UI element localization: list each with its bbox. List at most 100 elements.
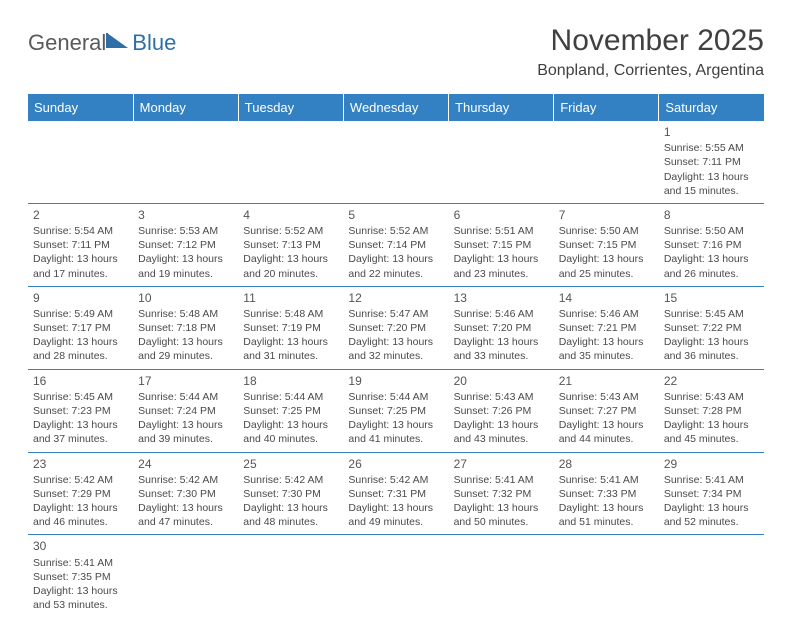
calendar-cell <box>343 121 448 203</box>
daylight-text: and 48 minutes. <box>243 515 338 529</box>
daylight-text: Daylight: 13 hours <box>33 418 128 432</box>
daylight-text: and 36 minutes. <box>664 349 759 363</box>
day-number: 28 <box>559 456 654 472</box>
day-number: 5 <box>348 207 443 223</box>
calendar-row: 1Sunrise: 5:55 AMSunset: 7:11 PMDaylight… <box>28 121 764 203</box>
calendar-cell: 30Sunrise: 5:41 AMSunset: 7:35 PMDayligh… <box>28 535 133 617</box>
sunrise-text: Sunrise: 5:52 AM <box>348 224 443 238</box>
daylight-text: and 26 minutes. <box>664 267 759 281</box>
sunrise-text: Sunrise: 5:52 AM <box>243 224 338 238</box>
calendar-cell <box>449 535 554 617</box>
sunrise-text: Sunrise: 5:42 AM <box>33 473 128 487</box>
daylight-text: Daylight: 13 hours <box>664 418 759 432</box>
day-number: 6 <box>454 207 549 223</box>
daylight-text: Daylight: 13 hours <box>33 584 128 598</box>
sunset-text: Sunset: 7:35 PM <box>33 570 128 584</box>
sunset-text: Sunset: 7:20 PM <box>348 321 443 335</box>
daylight-text: and 35 minutes. <box>559 349 654 363</box>
sunset-text: Sunset: 7:18 PM <box>138 321 233 335</box>
daylight-text: Daylight: 13 hours <box>559 335 654 349</box>
sunset-text: Sunset: 7:13 PM <box>243 238 338 252</box>
day-number: 8 <box>664 207 759 223</box>
calendar-cell: 2Sunrise: 5:54 AMSunset: 7:11 PMDaylight… <box>28 203 133 286</box>
daylight-text: Daylight: 13 hours <box>138 501 233 515</box>
day-number: 14 <box>559 290 654 306</box>
calendar-cell: 13Sunrise: 5:46 AMSunset: 7:20 PMDayligh… <box>449 286 554 369</box>
sunset-text: Sunset: 7:19 PM <box>243 321 338 335</box>
day-number: 11 <box>243 290 338 306</box>
calendar-cell: 17Sunrise: 5:44 AMSunset: 7:24 PMDayligh… <box>133 369 238 452</box>
logo: General Blue <box>28 24 176 56</box>
day-header: Tuesday <box>238 94 343 121</box>
sunset-text: Sunset: 7:25 PM <box>348 404 443 418</box>
daylight-text: and 20 minutes. <box>243 267 338 281</box>
sunrise-text: Sunrise: 5:47 AM <box>348 307 443 321</box>
sunrise-text: Sunrise: 5:43 AM <box>664 390 759 404</box>
calendar-cell <box>554 535 659 617</box>
calendar-cell <box>28 121 133 203</box>
page-title: November 2025 <box>537 24 764 58</box>
daylight-text: Daylight: 13 hours <box>243 501 338 515</box>
calendar-cell <box>554 121 659 203</box>
sunset-text: Sunset: 7:33 PM <box>559 487 654 501</box>
sunrise-text: Sunrise: 5:45 AM <box>664 307 759 321</box>
daylight-text: Daylight: 13 hours <box>348 335 443 349</box>
daylight-text: and 17 minutes. <box>33 267 128 281</box>
page-subtitle: Bonpland, Corrientes, Argentina <box>537 62 764 80</box>
sunrise-text: Sunrise: 5:43 AM <box>559 390 654 404</box>
calendar-cell <box>343 535 448 617</box>
logo-flag-icon <box>106 31 132 56</box>
sunset-text: Sunset: 7:29 PM <box>33 487 128 501</box>
calendar-cell: 7Sunrise: 5:50 AMSunset: 7:15 PMDaylight… <box>554 203 659 286</box>
sunrise-text: Sunrise: 5:41 AM <box>33 556 128 570</box>
sunrise-text: Sunrise: 5:51 AM <box>454 224 549 238</box>
day-number: 22 <box>664 373 759 389</box>
daylight-text: and 40 minutes. <box>243 432 338 446</box>
sunset-text: Sunset: 7:34 PM <box>664 487 759 501</box>
daylight-text: and 52 minutes. <box>664 515 759 529</box>
daylight-text: and 29 minutes. <box>138 349 233 363</box>
day-number: 13 <box>454 290 549 306</box>
sunrise-text: Sunrise: 5:41 AM <box>559 473 654 487</box>
day-header: Friday <box>554 94 659 121</box>
calendar-row: 23Sunrise: 5:42 AMSunset: 7:29 PMDayligh… <box>28 452 764 535</box>
day-number: 15 <box>664 290 759 306</box>
daylight-text: and 46 minutes. <box>33 515 128 529</box>
sunrise-text: Sunrise: 5:42 AM <box>243 473 338 487</box>
calendar-cell <box>449 121 554 203</box>
daylight-text: Daylight: 13 hours <box>664 335 759 349</box>
daylight-text: Daylight: 13 hours <box>454 501 549 515</box>
day-header: Thursday <box>449 94 554 121</box>
daylight-text: Daylight: 13 hours <box>243 252 338 266</box>
day-number: 2 <box>33 207 128 223</box>
sunset-text: Sunset: 7:23 PM <box>33 404 128 418</box>
daylight-text: and 33 minutes. <box>454 349 549 363</box>
day-number: 16 <box>33 373 128 389</box>
calendar-cell: 12Sunrise: 5:47 AMSunset: 7:20 PMDayligh… <box>343 286 448 369</box>
daylight-text: Daylight: 13 hours <box>138 335 233 349</box>
sunrise-text: Sunrise: 5:55 AM <box>664 141 759 155</box>
sunset-text: Sunset: 7:21 PM <box>559 321 654 335</box>
daylight-text: and 45 minutes. <box>664 432 759 446</box>
sunset-text: Sunset: 7:20 PM <box>454 321 549 335</box>
sunrise-text: Sunrise: 5:41 AM <box>454 473 549 487</box>
sunrise-text: Sunrise: 5:44 AM <box>243 390 338 404</box>
day-number: 25 <box>243 456 338 472</box>
sunset-text: Sunset: 7:32 PM <box>454 487 549 501</box>
calendar-cell: 18Sunrise: 5:44 AMSunset: 7:25 PMDayligh… <box>238 369 343 452</box>
daylight-text: Daylight: 13 hours <box>664 501 759 515</box>
daylight-text: Daylight: 13 hours <box>348 501 443 515</box>
day-number: 1 <box>664 124 759 140</box>
calendar-cell: 1Sunrise: 5:55 AMSunset: 7:11 PMDaylight… <box>659 121 764 203</box>
calendar-cell: 24Sunrise: 5:42 AMSunset: 7:30 PMDayligh… <box>133 452 238 535</box>
daylight-text: Daylight: 13 hours <box>454 335 549 349</box>
sunset-text: Sunset: 7:30 PM <box>243 487 338 501</box>
daylight-text: and 51 minutes. <box>559 515 654 529</box>
calendar-cell <box>238 121 343 203</box>
daylight-text: Daylight: 13 hours <box>454 418 549 432</box>
day-number: 12 <box>348 290 443 306</box>
calendar-row: 9Sunrise: 5:49 AMSunset: 7:17 PMDaylight… <box>28 286 764 369</box>
day-header: Saturday <box>659 94 764 121</box>
day-header: Monday <box>133 94 238 121</box>
sunset-text: Sunset: 7:26 PM <box>454 404 549 418</box>
